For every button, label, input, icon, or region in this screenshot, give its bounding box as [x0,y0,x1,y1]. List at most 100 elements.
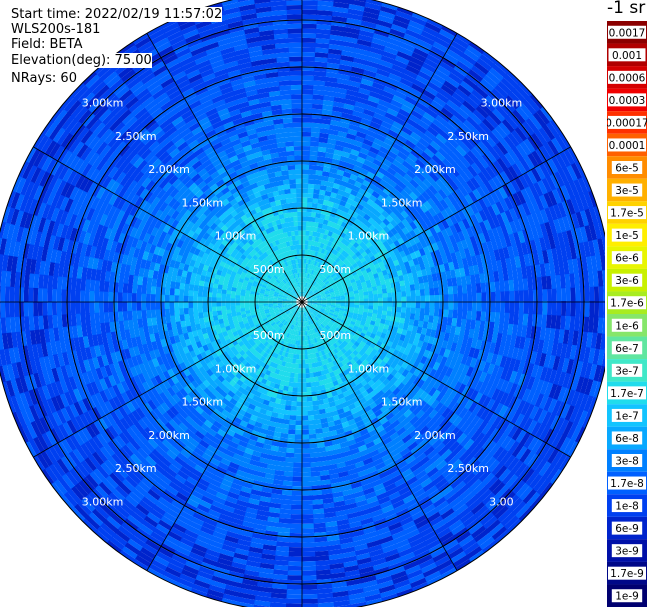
beta-gate-cell [286,266,290,272]
beta-gate-cell [108,302,114,313]
beta-gate-cell [312,312,317,317]
beta-gate-cell [216,393,225,402]
beta-gate-cell [185,319,191,328]
beta-gate-cell [198,280,205,287]
beta-gate-cell [307,300,313,302]
beta-gate-cell [217,314,223,321]
beta-gate-cell [393,321,400,328]
beta-gate-cell [330,318,336,323]
beta-gate-cell [312,226,318,233]
beta-gate-cell [248,338,254,345]
beta-gate-cell [118,311,124,322]
beta-gate-cell [178,333,186,342]
beta-gate-cell [200,390,209,400]
beta-gate-cell [327,284,333,289]
beta-gate-cell [374,397,383,406]
beta-gate-cell [415,289,421,297]
beta-gate-cell [275,348,281,355]
beta-gate-cell [443,245,451,256]
beta-gate-cell [347,418,357,426]
beta-gate-cell [270,205,278,212]
beta-gate-cell [290,230,296,237]
beta-gate-cell [198,229,207,238]
beta-gate-cell [409,402,419,413]
beta-gate-cell [332,314,339,318]
beta-gate-cell [393,239,401,248]
beta-gate-cell [265,322,271,328]
beta-gate-cell [393,379,402,388]
beta-gate-cell [204,395,214,405]
beta-gate-cell [394,363,402,372]
beta-gate-cell [403,387,413,397]
beta-gate-cell [273,402,281,409]
beta-gate-cell [410,295,416,302]
beta-gate-cell [186,403,196,413]
beta-gate-cell [175,275,182,284]
beta-gate-cell [438,346,447,357]
beta-gate-cell [403,335,411,343]
beta-gate-cell [403,408,413,418]
beta-gate-cell [312,333,316,339]
beta-gate-cell [268,401,276,408]
beta-gate-cell [429,265,437,275]
beta-gate-cell [448,293,454,302]
beta-gate-cell [180,276,187,284]
beta-gate-cell [167,329,175,339]
beta-gate-cell [301,141,311,147]
beta-gate-cell [179,379,188,389]
beta-gate-cell [415,241,424,251]
beta-gate-cell [240,292,246,297]
beta-gate-cell [335,297,341,301]
beta-gate-cell [239,420,249,428]
beta-gate-cell [411,187,422,198]
beta-gate-cell [209,230,218,239]
beta-gate-cell [319,309,325,314]
beta-gate-cell [324,290,330,294]
beta-gate-cell [490,301,496,313]
beta-gate-cell [235,352,243,360]
beta-gate-cell [176,327,184,336]
beta-gate-cell [402,273,409,281]
beta-gate-cell [286,337,291,344]
beta-gate-cell [382,396,392,406]
beta-gate-cell [162,370,172,381]
beta-gate-cell [227,282,233,288]
beta-gate-cell [295,311,299,317]
beta-gate-cell [277,304,283,306]
beta-gate-cell [122,292,128,303]
beta-gate-cell [208,249,216,258]
beta-gate-cell [272,407,280,414]
beta-gate-cell [376,313,382,319]
beta-gate-cell [408,318,415,326]
beta-gate-cell [367,286,373,292]
beta-gate-cell [343,246,350,253]
beta-gate-cell [189,246,197,255]
beta-gate-cell [299,321,302,327]
beta-gate-cell [198,366,207,375]
beta-gate-cell [319,184,327,191]
beta-gate-cell [261,149,271,156]
beta-gate-cell [363,294,369,299]
beta-gate-cell [405,379,414,389]
beta-gate-cell [192,266,199,275]
beta-gate-cell [252,254,259,261]
beta-gate-cell [248,268,254,274]
beta-gate-cell [390,342,398,350]
beta-gate-cell [381,310,388,316]
beta-gate-cell [359,304,364,309]
beta-gate-cell [269,289,275,294]
beta-gate-cell [324,266,330,273]
beta-gate-cell [293,382,299,388]
beta-gate-cell [291,290,296,295]
beta-gate-cell [283,308,289,312]
beta-gate-cell [394,371,402,380]
beta-gate-cell [377,428,388,438]
beta-gate-cell [404,215,414,225]
beta-gate-cell [280,268,286,274]
beta-gate-cell [319,384,326,391]
beta-gate-cell [131,302,137,312]
beta-gate-cell [388,403,398,413]
beta-gate-cell [270,351,277,358]
beta-gate-cell [334,399,342,406]
beta-gate-cell [289,183,297,189]
